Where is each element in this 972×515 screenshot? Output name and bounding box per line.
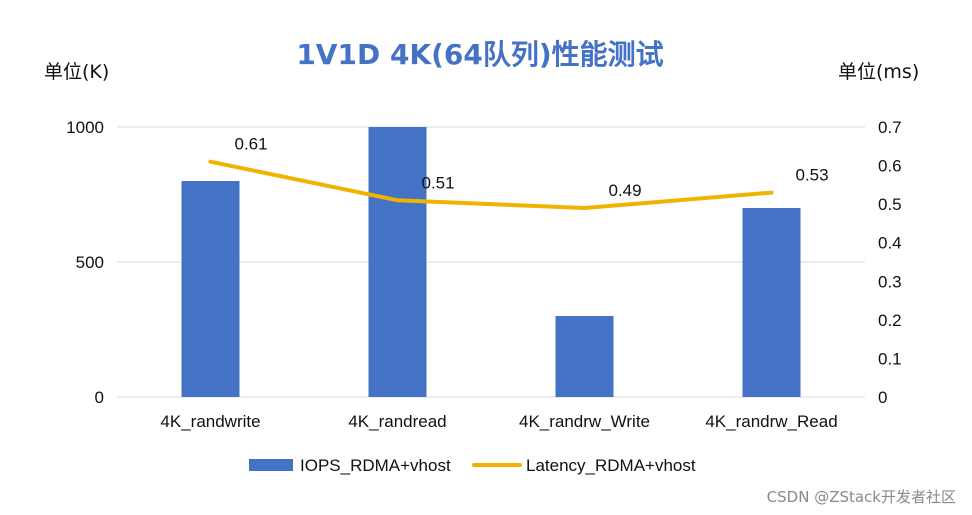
category-label: 4K_randrw_Write <box>519 412 650 431</box>
latency-line: 0.61 0.51 0.49 0.53 <box>208 135 829 210</box>
right-tick-label: 0.1 <box>878 349 902 368</box>
left-tick-label: 0 <box>95 388 104 407</box>
right-tick-label: 0.2 <box>878 311 902 330</box>
left-tick-label: 500 <box>76 253 104 272</box>
legend-label-iops: IOPS_RDMA+vhost <box>300 456 451 475</box>
legend-label-latency: Latency_RDMA+vhost <box>526 456 696 475</box>
bars <box>181 127 801 397</box>
right-tick-label: 0 <box>878 388 887 407</box>
right-tick-label: 0.3 <box>878 272 902 291</box>
bar-4K_randread <box>368 127 427 397</box>
category-labels: 4K_randwrite 4K_randread 4K_randrw_Write 4K… <box>160 412 837 431</box>
category-label: 4K_randwrite <box>160 412 260 431</box>
left-tick-label: 1000 <box>66 118 104 137</box>
bar-4K_randrw_Write <box>555 316 614 397</box>
right-tick-label: 0.6 <box>878 157 902 176</box>
latency-data-label: 0.51 <box>422 173 455 192</box>
chart-title: 1V1D 4K(64队列)性能测试 <box>296 38 663 71</box>
legend: IOPS_RDMA+vhost Latency_RDMA+vhost <box>249 456 696 475</box>
left-axis-unit: 单位(K) <box>44 61 109 83</box>
legend-swatch-iops <box>249 459 293 471</box>
right-axis-unit: 单位(ms) <box>838 61 919 83</box>
category-label: 4K_randrw_Read <box>705 412 837 431</box>
latency-data-label: 0.49 <box>609 181 642 200</box>
right-tick-label: 0.4 <box>878 234 902 253</box>
latency-series-line <box>208 159 774 210</box>
right-tick-label: 0.5 <box>878 195 902 214</box>
right-tick-label: 0.7 <box>878 118 902 137</box>
latency-data-label: 0.61 <box>235 135 268 154</box>
watermark: CSDN @ZStack开发者社区 <box>767 488 956 506</box>
category-label: 4K_randread <box>348 412 446 431</box>
bar-4K_randrw_Read <box>742 208 801 397</box>
latency-data-label: 0.53 <box>796 166 829 185</box>
bar-4K_randwrite <box>181 181 240 397</box>
gridlines <box>117 126 865 398</box>
axis-ticks: 0 500 1000 0 0.1 0.2 0.3 0.4 0.5 0.6 0.7 <box>66 118 901 407</box>
